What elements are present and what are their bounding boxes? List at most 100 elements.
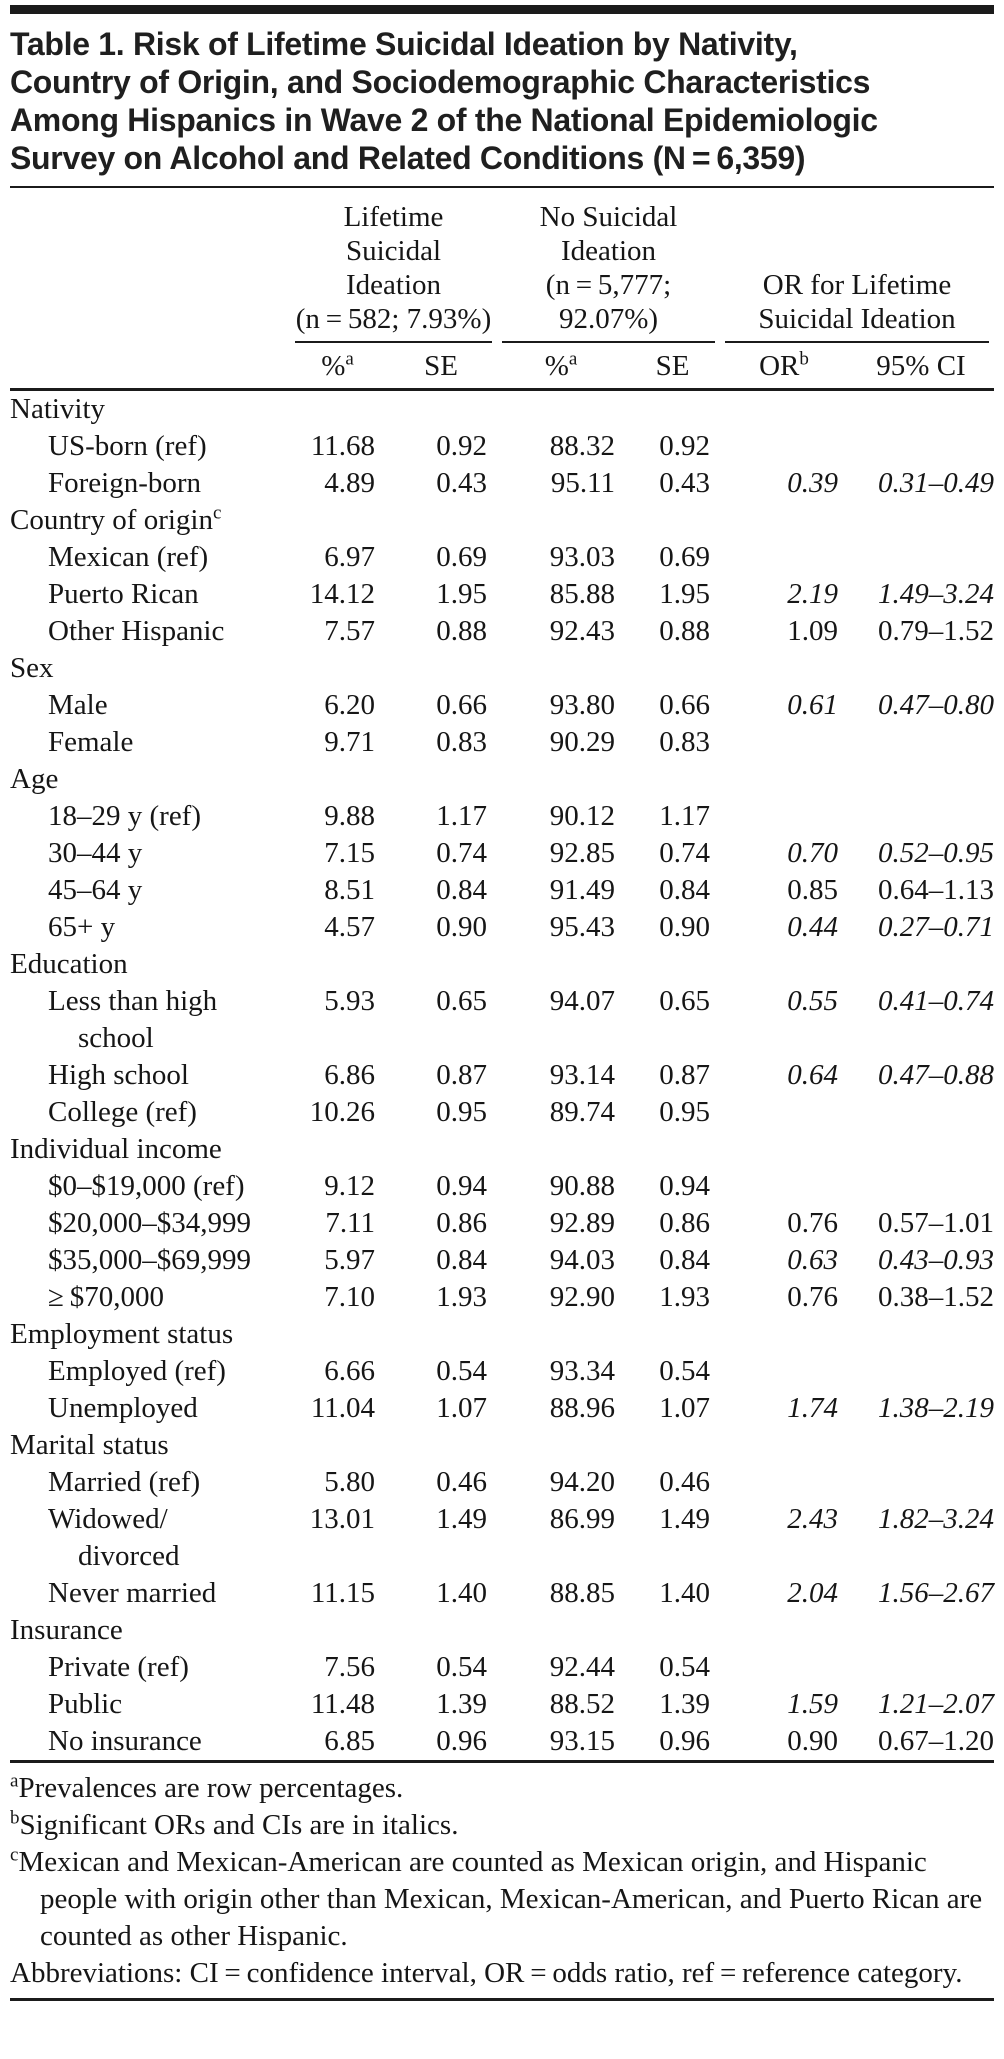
cell-nosi-se: 0.74	[659, 837, 710, 869]
section-label: Insurance	[10, 1614, 123, 1646]
section-row: Education	[10, 946, 994, 983]
cell-lifetime-se: 0.74	[436, 837, 487, 869]
section-row: Marital status	[10, 1427, 994, 1464]
row-label: High school	[48, 1059, 189, 1091]
cell-nosi-se: 0.88	[659, 615, 710, 647]
cell-lifetime-se: 1.49	[436, 1503, 487, 1535]
group-header-no-si: No Suicidal Ideation (n = 5,777; 92.07%)	[497, 188, 720, 343]
cell-nosi-pct: 93.80	[549, 689, 615, 721]
cell-lifetime-pct: 5.93	[324, 985, 375, 1017]
cell-or	[720, 1649, 848, 1686]
cell-or: 0.85	[787, 874, 838, 906]
table-row: Foreign-born 4.89 0.43 95.11 0.43 0.39 0…	[10, 465, 994, 502]
cell-lifetime-pct: 6.97	[324, 541, 375, 573]
cell-nosi-pct: 94.03	[549, 1244, 615, 1276]
cell-lifetime-se: 0.88	[436, 615, 487, 647]
cell-lifetime-pct: 6.86	[324, 1059, 375, 1091]
cell-nosi-se: 0.69	[659, 541, 710, 573]
cell-nosi-pct: 93.14	[549, 1059, 615, 1091]
cell-ci: 0.47–0.80	[878, 689, 994, 721]
footnotes: aPrevalences are row percentages. bSigni…	[10, 1770, 994, 1992]
cell-lifetime-se: 0.87	[436, 1059, 487, 1091]
cell-lifetime-se: 0.84	[436, 1244, 487, 1276]
cell-ci	[848, 1168, 994, 1205]
row-label: College (ref)	[48, 1096, 197, 1128]
cell-nosi-se: 0.90	[659, 911, 710, 943]
row-label: Puerto Rican	[48, 578, 199, 610]
cell-nosi-pct: 95.11	[550, 467, 615, 499]
cell-nosi-se: 0.83	[659, 726, 710, 758]
group-header-or-text: OR for Lifetime Suicidal Ideation	[725, 268, 989, 343]
cell-ci: 0.57–1.01	[878, 1207, 994, 1239]
table-row: College (ref) 10.26 0.95 89.74 0.95	[10, 1094, 994, 1131]
table-row: Puerto Rican 14.12 1.95 85.88 1.95 2.19 …	[10, 576, 994, 613]
table-row: Unemployed 11.04 1.07 88.96 1.07 1.74 1.…	[10, 1390, 994, 1427]
cell-nosi-se: 0.54	[659, 1651, 710, 1683]
cell-or: 2.43	[787, 1503, 838, 1535]
cell-nosi-se: 0.96	[659, 1725, 710, 1757]
cell-or: 0.76	[787, 1207, 838, 1239]
cell-nosi-se: 0.84	[659, 1244, 710, 1276]
row-label: ≥ $70,000	[48, 1281, 164, 1313]
section-row: Individual income	[10, 1131, 994, 1168]
table-row: Other Hispanic 7.57 0.88 92.43 0.88 1.09…	[10, 613, 994, 650]
data-table: Lifetime Suicidal Ideation (n = 582; 7.9…	[10, 188, 994, 1760]
cell-ci: 0.79–1.52	[878, 615, 994, 647]
cell-ci	[848, 539, 994, 576]
cell-or: 0.63	[787, 1244, 838, 1276]
table-row: High school 6.86 0.87 93.14 0.87 0.64 0.…	[10, 1057, 994, 1094]
journal-table-figure: Table 1. Risk of Lifetime Suicidal Ideat…	[10, 5, 994, 2001]
group-header-or: OR for Lifetime Suicidal Ideation	[720, 188, 994, 343]
cell-nosi-se: 0.94	[659, 1170, 710, 1202]
cell-nosi-se: 0.92	[659, 430, 710, 462]
cell-or: 0.70	[787, 837, 838, 869]
cell-lifetime-se: 0.54	[436, 1651, 487, 1683]
table-header: Lifetime Suicidal Ideation (n = 582; 7.9…	[10, 188, 994, 391]
footnote-marker-a: a	[345, 348, 354, 370]
table-row: Less than high school 5.93 0.65 94.07 0.6…	[10, 983, 994, 1057]
cell-lifetime-pct: 5.80	[324, 1466, 375, 1498]
cell-nosi-pct: 89.74	[549, 1096, 615, 1128]
cell-lifetime-pct: 11.68	[310, 430, 375, 462]
table-row: Private (ref) 7.56 0.54 92.44 0.54	[10, 1649, 994, 1686]
cell-or	[720, 798, 848, 835]
cell-ci	[848, 428, 994, 465]
cell-nosi-pct: 90.29	[549, 726, 615, 758]
cell-nosi-se: 0.54	[659, 1355, 710, 1387]
row-label: Female	[48, 726, 134, 758]
cell-lifetime-pct: 6.85	[324, 1725, 375, 1757]
sub-header-spacer	[10, 343, 290, 391]
cell-lifetime-se: 0.94	[436, 1170, 487, 1202]
row-label: 18–29 y (ref)	[48, 800, 202, 832]
cell-nosi-pct: 88.32	[549, 430, 615, 462]
cell-ci: 0.64–1.13	[878, 874, 994, 906]
col-header-pct1: %a	[290, 343, 385, 391]
cell-nosi-pct: 90.12	[549, 800, 615, 832]
cell-lifetime-se: 0.96	[436, 1725, 487, 1757]
table-row: 30–44 y 7.15 0.74 92.85 0.74 0.70 0.52–0…	[10, 835, 994, 872]
table-row: 45–64 y 8.51 0.84 91.49 0.84 0.85 0.64–1…	[10, 872, 994, 909]
cell-nosi-pct: 92.90	[549, 1281, 615, 1313]
group-header-spacer	[10, 188, 290, 343]
cell-lifetime-se: 1.39	[436, 1688, 487, 1720]
cell-or: 2.04	[787, 1577, 838, 1609]
section-label: Nativity	[10, 393, 106, 425]
cell-ci: 1.56–2.67	[878, 1577, 994, 1609]
cell-lifetime-pct: 10.26	[309, 1096, 375, 1128]
table-body: Nativity US-born (ref) 11.68 0.92 88.32 …	[10, 390, 994, 1761]
section-label: Age	[10, 763, 59, 795]
cell-lifetime-se: 1.93	[436, 1281, 487, 1313]
cell-nosi-se: 0.43	[659, 467, 710, 499]
footnote-marker-b: b	[799, 348, 809, 370]
table-row: ≥ $70,000 7.10 1.93 92.90 1.93 0.76 0.38…	[10, 1279, 994, 1316]
row-label-continuation: school	[78, 1022, 154, 1054]
row-label: Never married	[48, 1577, 217, 1609]
cell-lifetime-pct: 8.51	[324, 874, 375, 906]
section-label: Sex	[10, 652, 54, 684]
row-label: Private (ref)	[48, 1651, 189, 1683]
cell-or	[720, 1464, 848, 1501]
cell-nosi-pct: 93.03	[549, 541, 615, 573]
cell-nosi-pct: 88.96	[549, 1392, 615, 1424]
cell-nosi-pct: 86.99	[549, 1503, 615, 1535]
col-header-or: ORb	[720, 343, 848, 391]
